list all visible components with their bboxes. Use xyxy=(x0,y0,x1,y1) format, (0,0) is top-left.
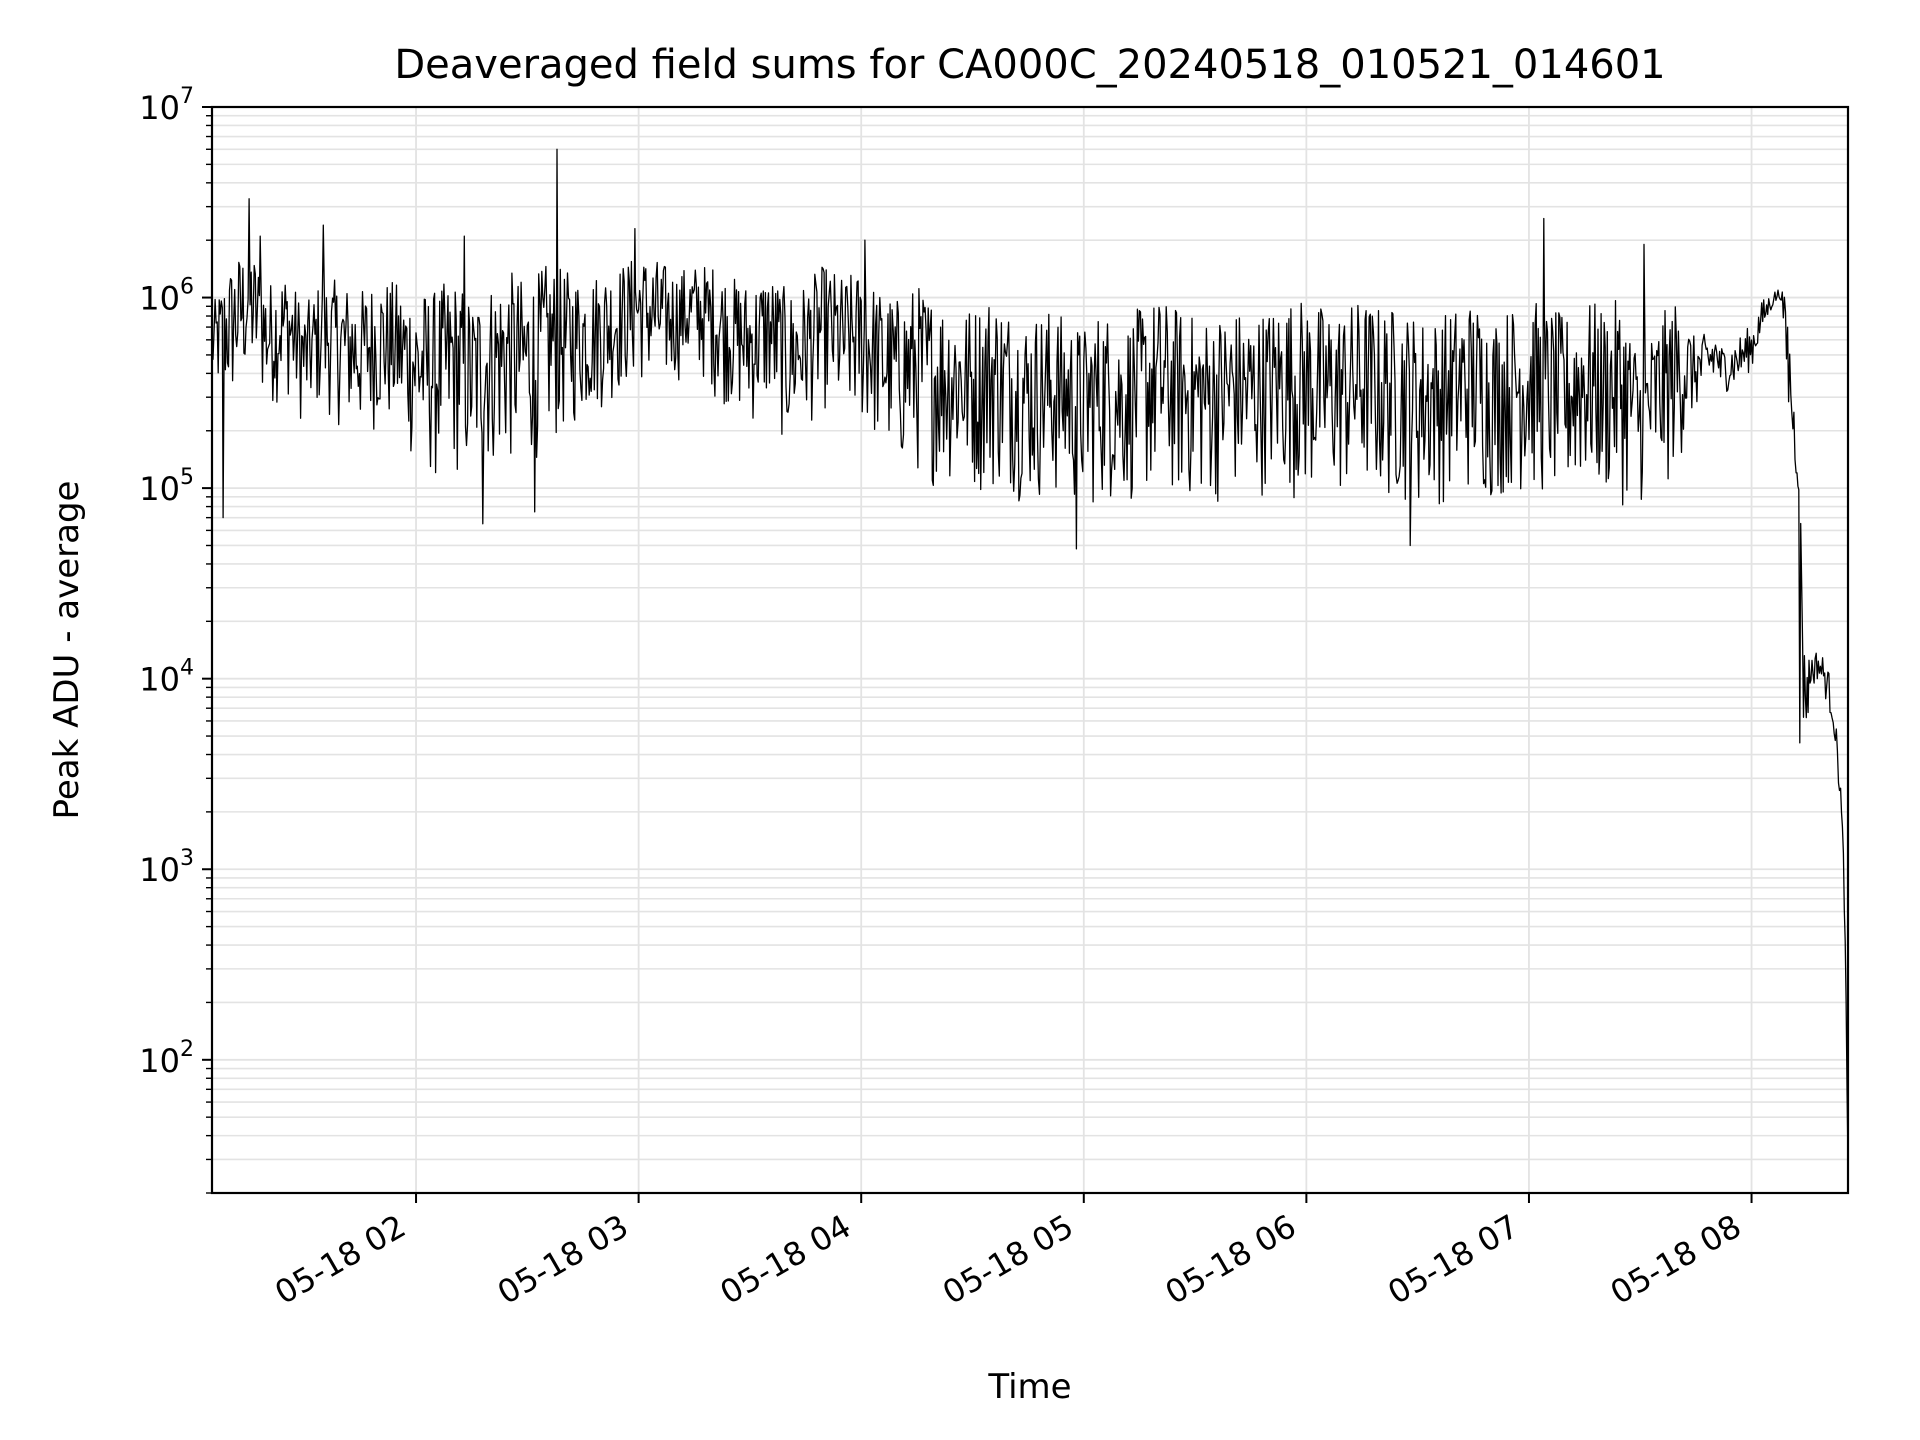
y-tick-label: 106 xyxy=(139,275,194,318)
plot-frame xyxy=(210,105,1850,1195)
y-tick-label: 103 xyxy=(139,846,194,889)
y-tick-label: 105 xyxy=(139,465,194,508)
y-tick-label: 107 xyxy=(139,84,194,127)
plot-area xyxy=(212,148,1848,1160)
grid xyxy=(212,106,1848,1194)
y-axis-label: Peak ADU - average xyxy=(47,481,87,820)
y-tick-label: 102 xyxy=(139,1037,194,1080)
series-lines xyxy=(212,148,1848,1160)
y-tick-label: 104 xyxy=(139,656,194,699)
x-axis-label: Time xyxy=(987,1367,1071,1407)
chart-title: Deaveraged field sums for CA000C_2024051… xyxy=(394,42,1665,88)
series-line-0 xyxy=(212,148,1848,1160)
y-axis-ticks: 102 103 104 105 106 107 xyxy=(139,84,212,1194)
